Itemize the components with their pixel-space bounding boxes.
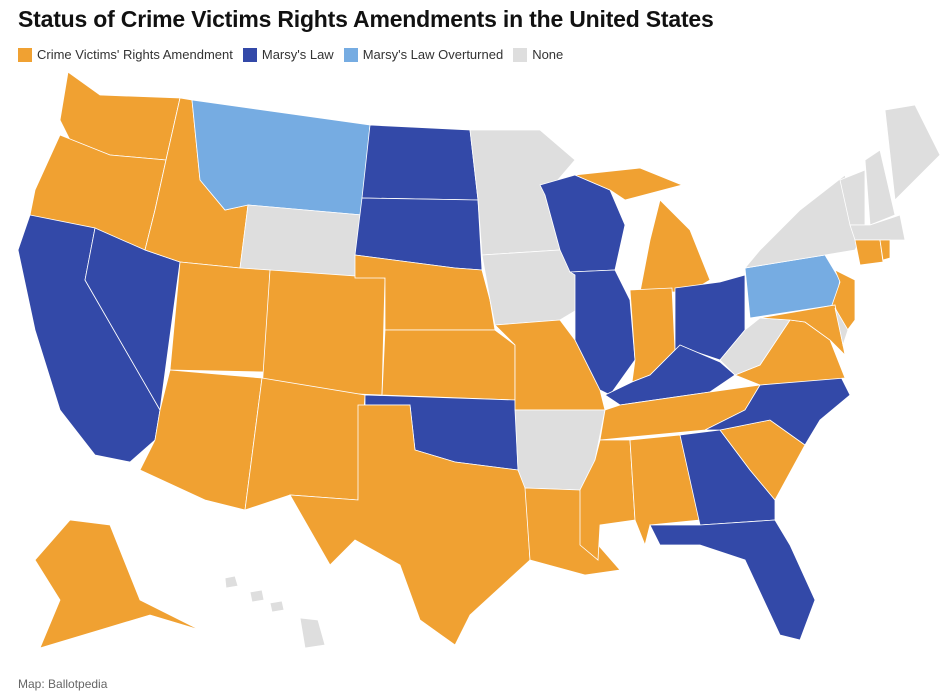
state-wyoming[interactable] <box>239 204 363 279</box>
state-connecticut[interactable] <box>854 239 884 266</box>
state-hawaii[interactable] <box>224 575 239 589</box>
state-florida[interactable] <box>649 519 816 641</box>
state-hawaii[interactable] <box>269 600 285 613</box>
legend-swatch <box>242 47 257 62</box>
map-title: Status of Crime Victims Rights Amendment… <box>18 6 714 32</box>
state-utah[interactable] <box>169 261 271 373</box>
state-maryland[interactable] <box>759 304 846 357</box>
source-credit: Map: Ballotpedia <box>18 677 108 691</box>
state-hawaii[interactable] <box>249 589 265 603</box>
state-missouri[interactable] <box>494 319 606 411</box>
legend-swatch <box>343 47 358 62</box>
state-new-hampshire[interactable] <box>864 149 896 226</box>
state-hawaii[interactable] <box>299 617 326 649</box>
state-north-dakota[interactable] <box>361 124 479 201</box>
state-kansas[interactable] <box>381 329 516 401</box>
state-massachusetts[interactable] <box>849 214 906 241</box>
legend: Crime Victims' Rights Amendment Marsy's … <box>18 47 563 62</box>
legend-swatch <box>513 47 528 62</box>
state-montana[interactable] <box>191 99 371 216</box>
state-colorado[interactable] <box>261 269 386 396</box>
legend-item-marsy: Marsy's Law <box>242 47 334 62</box>
legend-item-overturned: Marsy's Law Overturned <box>343 47 503 62</box>
state-delaware[interactable] <box>834 307 849 347</box>
state-north-carolina[interactable] <box>704 374 851 446</box>
state-michigan[interactable] <box>573 167 684 201</box>
legend-item-none: None <box>513 47 563 62</box>
state-maine[interactable] <box>884 104 941 201</box>
state-new-mexico[interactable] <box>244 377 366 511</box>
state-rhode-island[interactable] <box>879 239 891 261</box>
legend-item-cvra: Crime Victims' Rights Amendment <box>18 47 233 62</box>
state-texas[interactable] <box>289 404 531 646</box>
state-nevada[interactable] <box>84 227 181 412</box>
state-michigan[interactable] <box>639 199 711 293</box>
legend-swatch <box>18 47 32 62</box>
state-alaska[interactable] <box>34 519 201 649</box>
